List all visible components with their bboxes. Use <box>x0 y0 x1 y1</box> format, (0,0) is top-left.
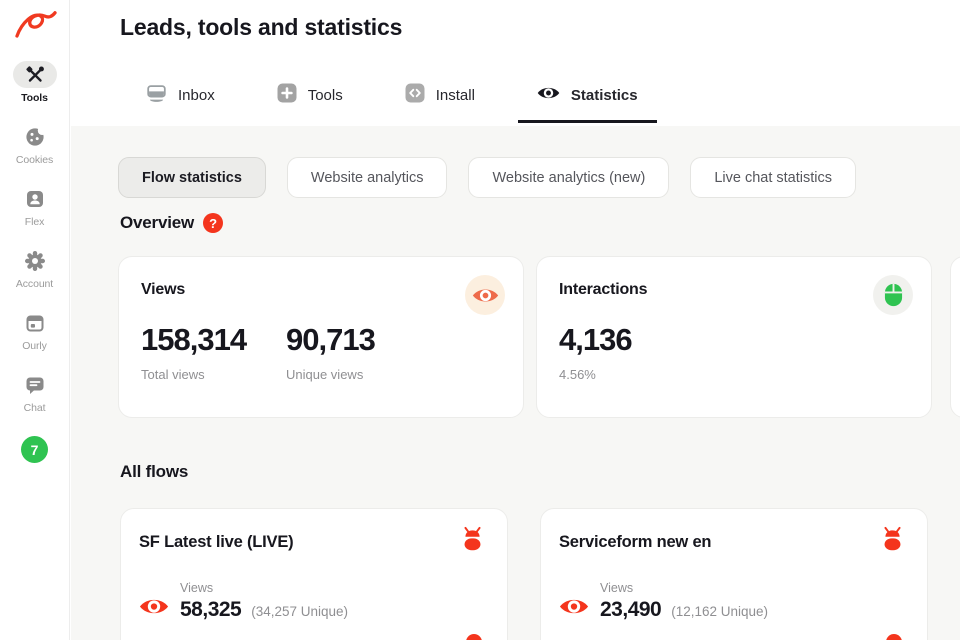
flow-stat-label: Views <box>600 581 634 595</box>
sidebar-item-ourly[interactable]: Ourly <box>13 309 57 352</box>
tab-statistics[interactable]: Statistics <box>517 76 657 123</box>
interactions-card[interactable]: Interactions 4,136 4.56% <box>536 256 932 418</box>
total-views-label: Total views <box>141 367 205 382</box>
flow-views-stat: Views 58,325 (34,257 Unique) <box>139 581 487 622</box>
card-title: Views <box>141 281 186 298</box>
eye-icon <box>537 85 560 105</box>
chat-bubble-icon <box>13 371 57 398</box>
tab-install[interactable]: Install <box>386 76 494 114</box>
views-metrics: 158,314 Total views 90,713 Unique views <box>141 322 501 382</box>
sidebar-item-tools[interactable]: Tools <box>12 61 57 104</box>
eye-icon <box>139 596 169 622</box>
flow-card-sf-latest-live[interactable]: SF Latest live (LIVE) <box>120 508 508 640</box>
all-flows-heading: All flows <box>120 462 189 481</box>
flow-views-value: 23,490 <box>600 598 662 621</box>
flow-unique-views: (34,257 Unique) <box>251 604 349 619</box>
views-card[interactable]: Views 158,314 Total views 90,713 <box>118 256 524 418</box>
card-title: Interactions <box>559 281 648 298</box>
mouse-icon <box>886 634 902 640</box>
robot-icon <box>881 526 904 556</box>
notification-count-badge[interactable]: 7 <box>21 436 48 463</box>
serviceform-squiggle-logo[interactable] <box>12 8 58 42</box>
tab-label: Install <box>435 86 475 104</box>
overview-heading: Overview <box>120 213 195 232</box>
flow-unique-views: (12,162 Unique) <box>671 604 769 619</box>
sidebar-item-label: Flex <box>24 216 45 228</box>
tab-label: Tools <box>307 86 343 104</box>
overview-cards-row: Views 158,314 Total views 90,713 <box>118 256 960 418</box>
flow-stat-text: Views 23,490 (12,162 Unique) <box>600 581 768 622</box>
filter-website-analytics-new[interactable]: Website analytics (new) <box>468 157 670 198</box>
eye-icon <box>465 275 505 315</box>
interactions-value: 4,136 <box>559 322 633 357</box>
inbox-icon <box>146 83 167 108</box>
mouse-icon <box>466 634 482 640</box>
sidebar-item-chat[interactable]: Chat <box>13 371 57 414</box>
tab-label: Inbox <box>178 86 215 104</box>
interactions-metrics: 4,136 4.56% <box>559 322 909 382</box>
sidebar-item-cookies[interactable]: Cookies <box>13 123 57 166</box>
sidebar-item-label: Account <box>15 278 54 290</box>
total-views-value: 158,314 <box>141 322 247 357</box>
flow-title: SF Latest live (LIVE) <box>139 533 294 551</box>
tab-label: Statistics <box>570 86 638 104</box>
gear-icon <box>13 247 57 274</box>
total-views-metric: 158,314 Total views <box>141 322 286 382</box>
sidebar: Tools Cookies Flex <box>0 0 70 640</box>
interactions-rate-label: 4.56% <box>559 367 596 382</box>
crossed-tools-icon <box>12 61 57 88</box>
overview-card-partial[interactable] <box>950 256 960 418</box>
sidebar-item-label: Chat <box>23 402 46 414</box>
flow-card-serviceform-new-en[interactable]: Serviceform new en <box>540 508 928 640</box>
mouse-icon <box>873 275 913 315</box>
statistics-filter-bar: Flow statistics Website analytics Websit… <box>118 157 857 198</box>
all-flows-heading-row: All flows <box>120 462 188 482</box>
eye-icon <box>559 596 589 622</box>
calendar-icon <box>13 309 57 336</box>
sidebar-item-label: Ourly <box>22 340 47 352</box>
unique-views-metric: 90,713 Unique views <box>286 322 431 382</box>
tab-tools[interactable]: Tools <box>258 76 362 114</box>
overview-heading-row: Overview ? <box>120 213 224 233</box>
plus-square-icon <box>277 83 297 107</box>
id-badge-icon <box>13 185 57 212</box>
flow-views-value: 58,325 <box>180 598 242 621</box>
flow-cards-row: SF Latest live (LIVE) <box>120 508 928 640</box>
sidebar-item-label: Tools <box>21 92 48 104</box>
flow-stat-label: Views <box>180 581 214 595</box>
filter-flow-statistics[interactable]: Flow statistics <box>118 157 266 198</box>
sidebar-item-label: Cookies <box>15 154 54 166</box>
main-area: Leads, tools and statistics Inbox Tools <box>71 0 960 640</box>
sidebar-item-flex[interactable]: Flex <box>13 185 57 228</box>
robot-icon <box>461 526 484 556</box>
flow-stat-text: Views 58,325 (34,257 Unique) <box>180 581 348 622</box>
unique-views-label: Unique views <box>286 367 364 382</box>
filter-live-chat-statistics[interactable]: Live chat statistics <box>690 157 857 198</box>
tab-bar: Inbox Tools Install <box>127 76 681 123</box>
cookie-icon <box>13 123 57 150</box>
unique-views-value: 90,713 <box>286 322 376 357</box>
flow-views-stat: Views 23,490 (12,162 Unique) <box>559 581 907 622</box>
sidebar-item-account[interactable]: Account <box>13 247 57 290</box>
tab-inbox[interactable]: Inbox <box>127 76 234 114</box>
filter-website-analytics[interactable]: Website analytics <box>286 157 448 198</box>
statistics-panel: Flow statistics Website analytics Websit… <box>71 126 960 640</box>
flow-title: Serviceform new en <box>559 533 712 551</box>
page-title: Leads, tools and statistics <box>120 14 403 40</box>
code-clipboard-icon <box>405 83 425 107</box>
interactions-metric: 4,136 4.56% <box>559 322 704 382</box>
question-mark-badge[interactable]: ? <box>203 213 224 233</box>
